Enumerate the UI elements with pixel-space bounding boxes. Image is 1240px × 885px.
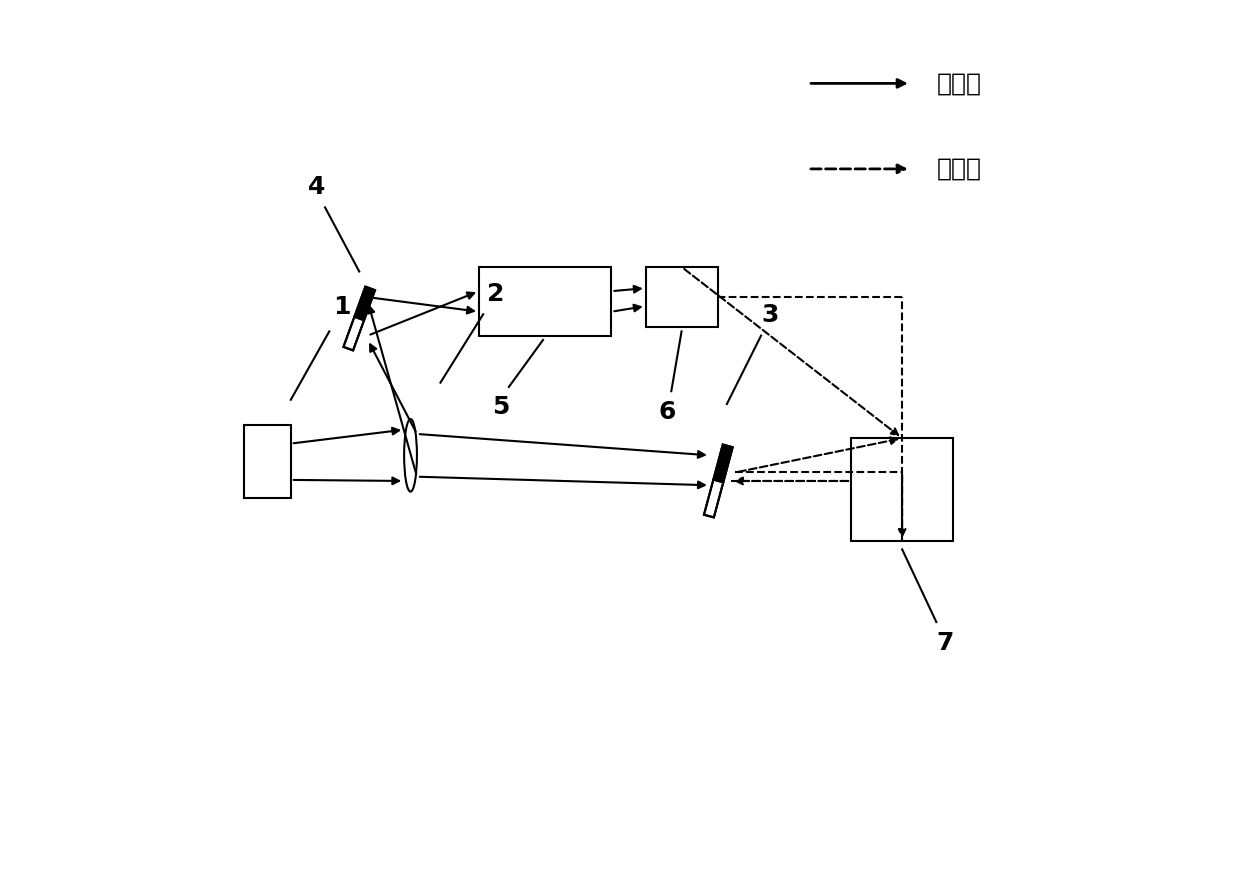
Bar bbox=[713, 444, 733, 482]
Text: 6: 6 bbox=[658, 400, 676, 424]
Bar bbox=[646, 267, 718, 327]
Text: 5: 5 bbox=[491, 396, 508, 419]
Text: 3: 3 bbox=[761, 303, 779, 327]
Bar bbox=[244, 426, 291, 498]
Bar bbox=[343, 317, 365, 350]
Text: 1: 1 bbox=[334, 295, 351, 319]
Bar bbox=[704, 480, 723, 518]
Bar bbox=[851, 438, 954, 541]
Text: 2: 2 bbox=[487, 281, 505, 305]
Text: 光信号: 光信号 bbox=[936, 72, 981, 96]
Text: 4: 4 bbox=[308, 175, 325, 199]
Bar bbox=[343, 287, 374, 350]
Text: 电信号: 电信号 bbox=[936, 157, 981, 181]
Bar bbox=[355, 287, 374, 320]
Bar bbox=[479, 267, 611, 335]
Bar bbox=[704, 444, 733, 518]
Text: 7: 7 bbox=[936, 631, 954, 655]
